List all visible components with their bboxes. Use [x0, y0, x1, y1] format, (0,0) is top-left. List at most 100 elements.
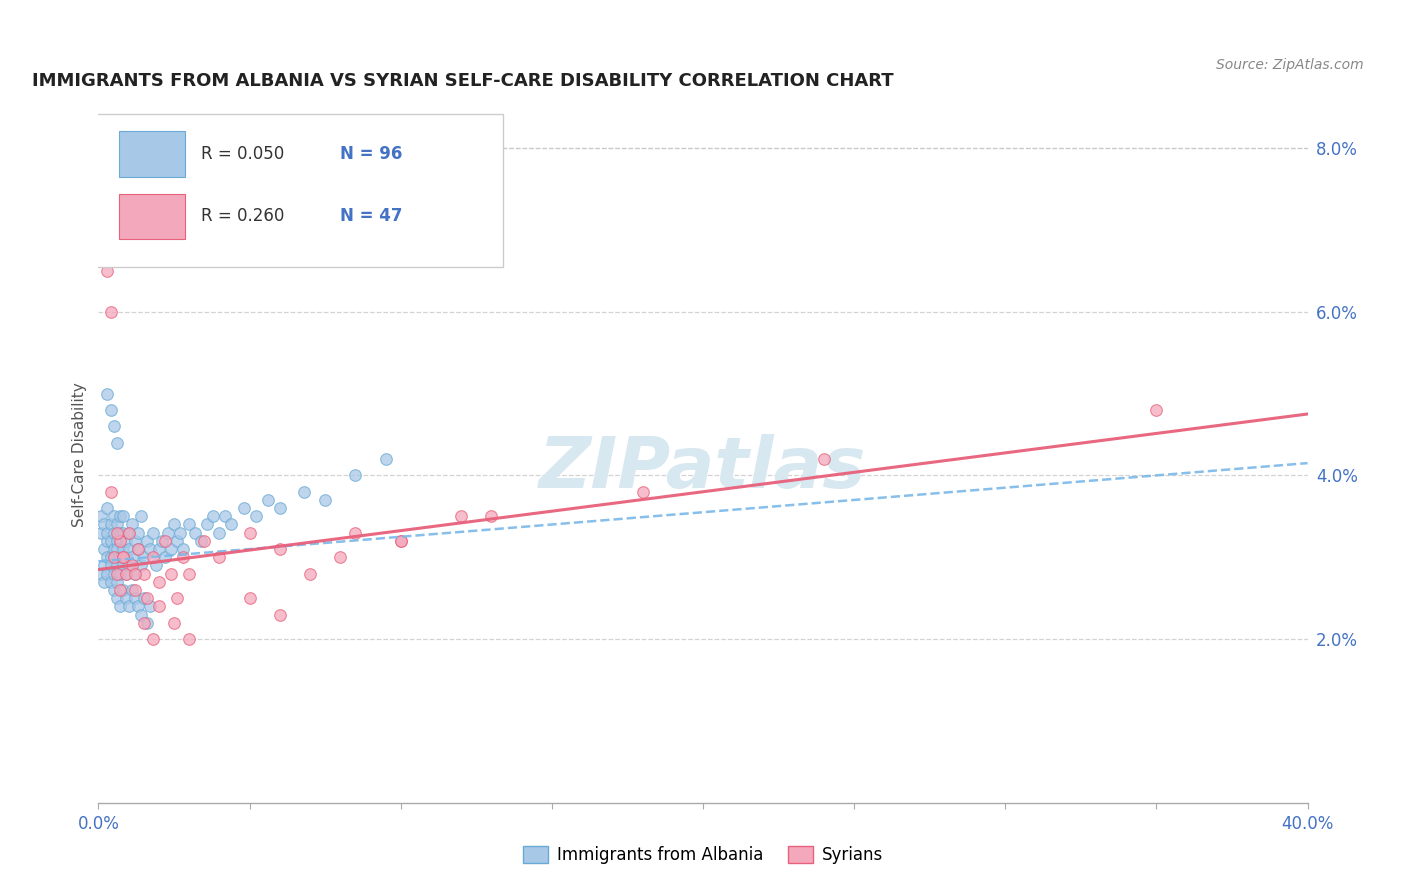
- Point: [166, 533, 188, 548]
- Point: [93, 182, 115, 196]
- Point: [118, 525, 141, 540]
- Point: [90, 509, 112, 524]
- Point: [111, 509, 134, 524]
- Point: [114, 566, 136, 581]
- Point: [145, 558, 167, 573]
- Point: [156, 525, 179, 540]
- Point: [121, 550, 143, 565]
- Point: [114, 533, 136, 548]
- Point: [103, 525, 125, 540]
- Point: [93, 542, 115, 557]
- Point: [132, 550, 155, 565]
- Point: [450, 509, 472, 524]
- Point: [344, 525, 367, 540]
- Point: [108, 525, 131, 540]
- Point: [121, 582, 143, 597]
- Point: [179, 632, 201, 646]
- Point: [129, 607, 152, 622]
- Point: [481, 509, 503, 524]
- Point: [105, 517, 128, 532]
- Point: [100, 558, 122, 573]
- Text: IMMIGRANTS FROM ALBANIA VS SYRIAN SELF-CARE DISABILITY CORRELATION CHART: IMMIGRANTS FROM ALBANIA VS SYRIAN SELF-C…: [32, 72, 894, 90]
- Point: [127, 542, 149, 557]
- Point: [208, 525, 231, 540]
- Point: [118, 542, 141, 557]
- Point: [256, 492, 278, 507]
- Point: [172, 550, 194, 565]
- Point: [142, 550, 165, 565]
- Point: [103, 550, 125, 565]
- Point: [160, 542, 183, 557]
- Point: [96, 501, 118, 516]
- Point: [103, 509, 125, 524]
- Point: [239, 591, 262, 606]
- Point: [208, 550, 231, 565]
- Point: [124, 582, 146, 597]
- Point: [100, 403, 122, 417]
- Point: [148, 574, 170, 589]
- Point: [108, 533, 131, 548]
- Point: [100, 550, 122, 565]
- Point: [135, 615, 157, 630]
- Y-axis label: Self-Care Disability: Self-Care Disability: [72, 383, 87, 527]
- Point: [90, 525, 112, 540]
- Point: [221, 517, 243, 532]
- Point: [344, 468, 367, 483]
- Point: [100, 574, 122, 589]
- Point: [139, 542, 162, 557]
- Point: [121, 517, 143, 532]
- Point: [103, 566, 125, 581]
- Point: [114, 591, 136, 606]
- Point: [153, 550, 176, 565]
- Point: [108, 599, 131, 614]
- FancyBboxPatch shape: [93, 114, 503, 267]
- Point: [100, 484, 122, 499]
- Point: [114, 566, 136, 581]
- Point: [142, 525, 165, 540]
- Point: [245, 509, 267, 524]
- Text: Source: ZipAtlas.com: Source: ZipAtlas.com: [1216, 58, 1364, 72]
- Point: [163, 615, 186, 630]
- Point: [108, 582, 131, 597]
- Point: [139, 599, 162, 614]
- Point: [329, 550, 352, 565]
- Point: [105, 542, 128, 557]
- Point: [105, 558, 128, 573]
- Point: [103, 542, 125, 557]
- Text: N = 96: N = 96: [340, 145, 402, 162]
- Text: N = 47: N = 47: [340, 207, 402, 226]
- Point: [127, 542, 149, 557]
- Point: [108, 550, 131, 565]
- Point: [111, 542, 134, 557]
- Point: [96, 525, 118, 540]
- Point: [127, 599, 149, 614]
- Bar: [120, 194, 186, 239]
- Point: [135, 533, 157, 548]
- Point: [90, 566, 112, 581]
- Point: [193, 533, 215, 548]
- Point: [100, 517, 122, 532]
- Legend: Immigrants from Albania, Syrians: Immigrants from Albania, Syrians: [516, 839, 890, 871]
- Point: [179, 566, 201, 581]
- Point: [93, 574, 115, 589]
- Point: [214, 509, 236, 524]
- Point: [105, 566, 128, 581]
- Point: [163, 517, 186, 532]
- Point: [96, 566, 118, 581]
- Point: [153, 533, 176, 548]
- Point: [111, 550, 134, 565]
- Point: [111, 558, 134, 573]
- Point: [239, 525, 262, 540]
- Point: [132, 615, 155, 630]
- Point: [172, 542, 194, 557]
- Point: [292, 484, 315, 499]
- Point: [100, 533, 122, 548]
- Point: [103, 550, 125, 565]
- Point: [160, 566, 183, 581]
- Point: [269, 542, 291, 557]
- Point: [232, 501, 254, 516]
- Point: [148, 542, 170, 557]
- Point: [111, 550, 134, 565]
- Point: [169, 525, 191, 540]
- Point: [105, 435, 128, 450]
